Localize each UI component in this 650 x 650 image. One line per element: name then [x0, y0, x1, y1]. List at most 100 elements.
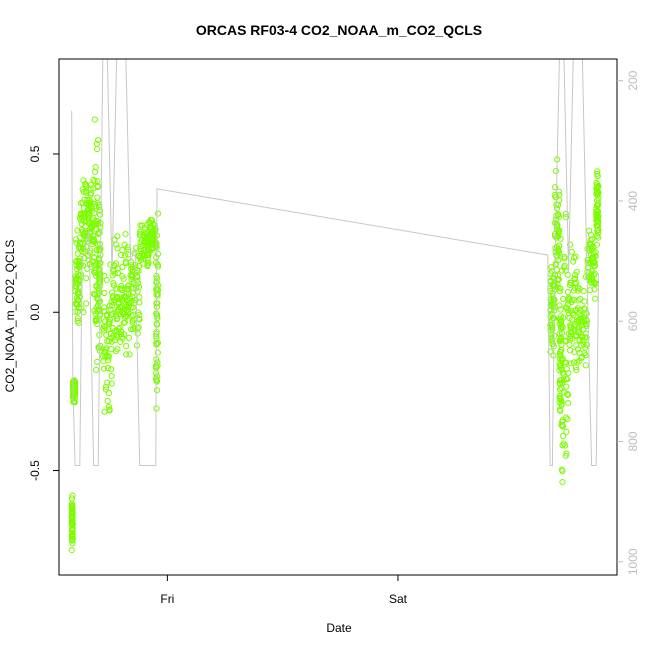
- data-point: [95, 344, 102, 351]
- data-point: [95, 137, 102, 144]
- data-point: [95, 288, 103, 295]
- data-point: [125, 246, 132, 253]
- data-point: [134, 330, 141, 337]
- data-point: [562, 210, 569, 217]
- data-point: [559, 479, 566, 486]
- data-point: [553, 234, 560, 241]
- x-tick-label: Fri: [160, 592, 174, 606]
- data-point: [95, 255, 103, 262]
- altitude-line: [71, 59, 600, 466]
- data-point: [593, 241, 601, 248]
- data-point: [109, 289, 116, 296]
- data-point: [593, 233, 601, 240]
- data-point: [108, 380, 115, 387]
- data-point: [94, 183, 101, 191]
- data-point: [71, 399, 78, 406]
- data-point: [76, 293, 84, 300]
- data-point: [85, 211, 92, 218]
- data-point: [119, 264, 126, 271]
- data-point: [123, 351, 130, 358]
- data-point: [129, 294, 136, 301]
- data-point: [135, 324, 142, 331]
- data-point: [146, 238, 154, 245]
- data-point: [547, 327, 554, 334]
- data-point: [558, 334, 565, 341]
- data-point: [80, 309, 87, 316]
- data-point: [584, 245, 591, 252]
- data-point: [576, 285, 583, 292]
- data-point: [140, 256, 147, 263]
- data-point: [118, 297, 126, 304]
- data-point: [144, 260, 151, 267]
- data-point: [578, 333, 586, 340]
- data-point: [593, 202, 601, 209]
- data-point: [69, 518, 76, 525]
- data-point: [573, 367, 580, 374]
- data-point: [557, 306, 564, 313]
- data-point: [139, 222, 146, 229]
- right-tick-label: 400: [626, 191, 640, 211]
- data-point: [86, 202, 93, 209]
- data-point: [87, 191, 94, 198]
- data-point: [583, 341, 591, 348]
- data-point: [570, 258, 577, 265]
- data-point: [567, 325, 574, 332]
- data-point: [78, 200, 85, 207]
- data-point: [594, 170, 601, 177]
- data-point: [564, 307, 572, 314]
- data-point: [96, 240, 104, 248]
- data-point: [136, 228, 144, 235]
- data-point: [571, 280, 578, 287]
- right-axis-ticks: 200 400 600 800 1000: [617, 70, 640, 575]
- data-point: [134, 277, 141, 284]
- data-point: [116, 324, 123, 331]
- data-point: [595, 226, 602, 234]
- data-point: [77, 261, 84, 268]
- data-point: [558, 466, 565, 473]
- data-point: [118, 282, 125, 289]
- data-point: [588, 280, 595, 287]
- data-point: [559, 423, 567, 430]
- x-axis-label: Date: [326, 621, 352, 635]
- data-point: [69, 492, 76, 499]
- data-point: [568, 248, 575, 255]
- data-point: [102, 318, 109, 325]
- data-point: [100, 365, 108, 372]
- data-point: [110, 299, 117, 306]
- data-point: [94, 194, 101, 201]
- data-point: [84, 232, 92, 239]
- data-point: [557, 407, 564, 414]
- data-point: [575, 326, 582, 333]
- data-point: [109, 272, 116, 279]
- data-point: [556, 302, 563, 309]
- data-point: [578, 342, 585, 349]
- data-point: [559, 442, 566, 449]
- data-point: [101, 308, 108, 315]
- y-tick-label: 0.5: [28, 145, 42, 162]
- data-point: [71, 378, 78, 385]
- data-point: [582, 352, 589, 359]
- data-point: [78, 210, 85, 217]
- data-point: [125, 334, 132, 341]
- data-point: [95, 296, 102, 303]
- data-point: [109, 302, 116, 309]
- data-point: [76, 240, 84, 247]
- data-point: [593, 191, 600, 198]
- data-point: [140, 260, 147, 267]
- data-point: [124, 283, 132, 290]
- data-point: [154, 286, 161, 293]
- data-point: [561, 255, 568, 262]
- data-point: [85, 214, 92, 221]
- data-point: [556, 197, 563, 204]
- data-point: [557, 386, 564, 393]
- data-point: [130, 312, 137, 319]
- data-points: [68, 116, 602, 554]
- data-point: [71, 386, 78, 393]
- data-point: [120, 294, 127, 301]
- data-point: [564, 271, 571, 278]
- data-point: [101, 304, 108, 311]
- data-point: [128, 326, 135, 333]
- data-point: [110, 268, 117, 275]
- data-point: [68, 513, 75, 521]
